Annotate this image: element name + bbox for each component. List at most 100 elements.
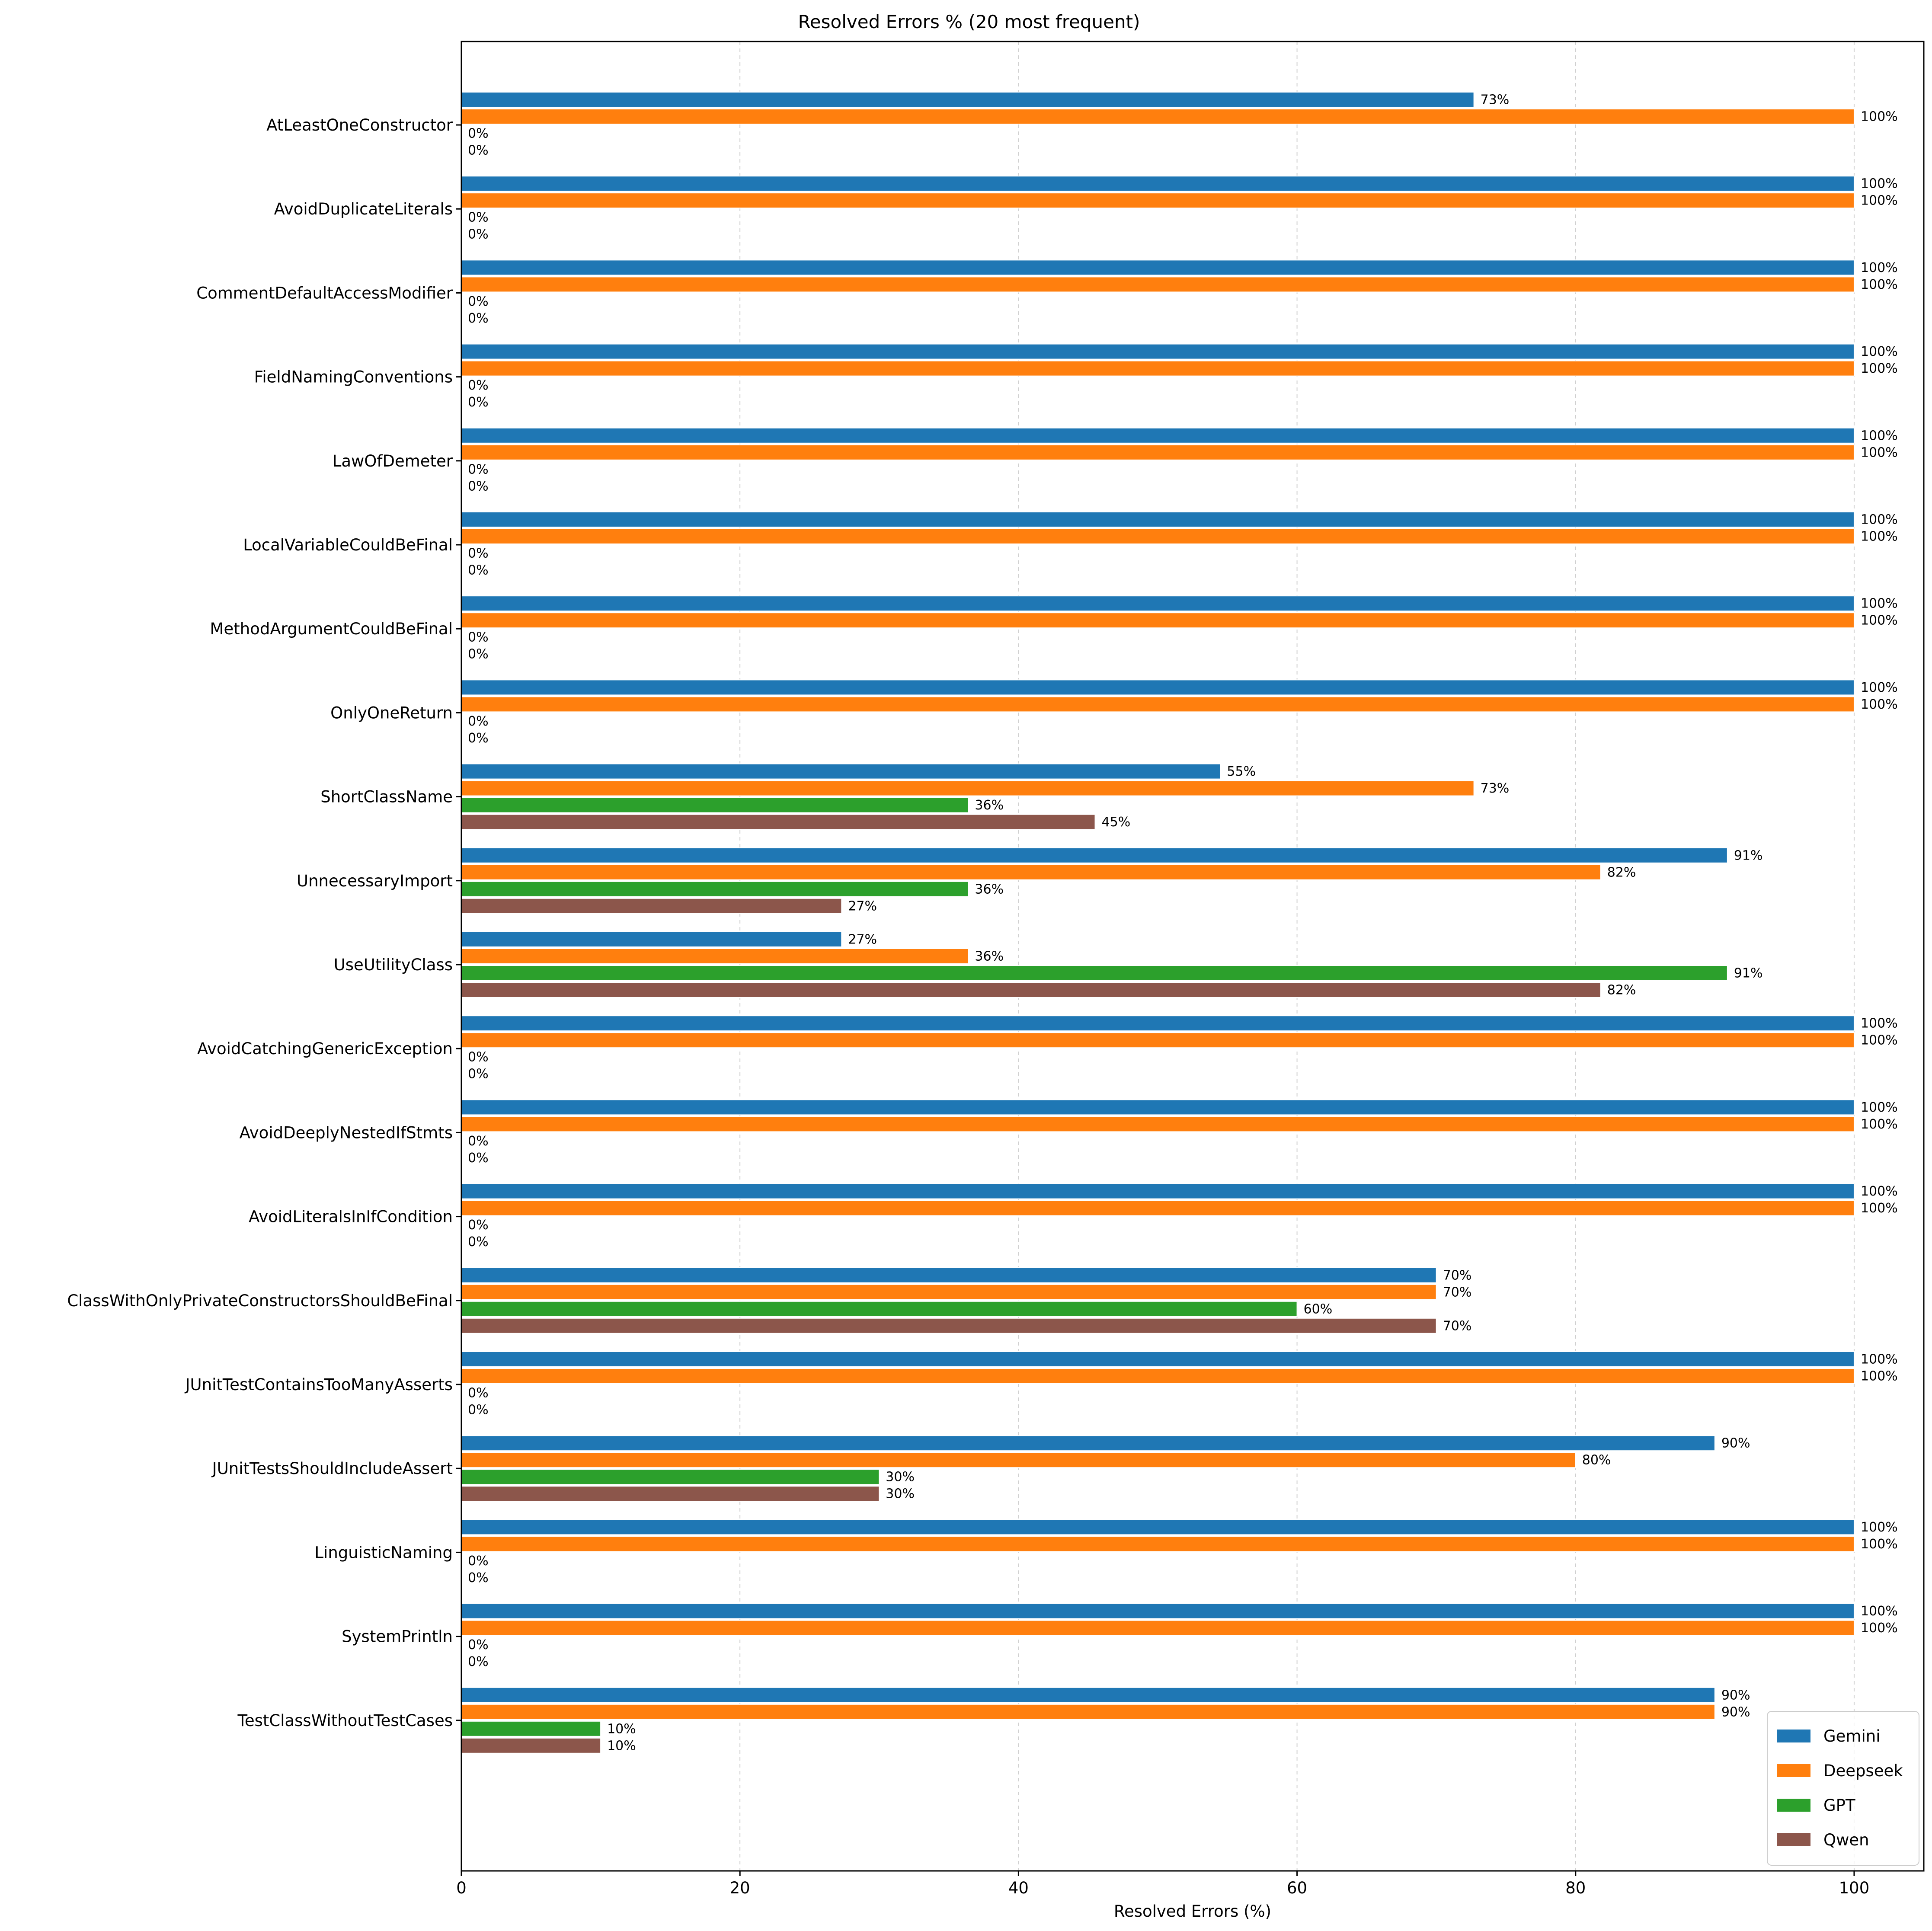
data-label: 0% [468,630,489,645]
bar-deepseek [461,1200,1855,1216]
legend-swatch-deepseek [1777,1764,1810,1777]
data-label: 100% [1861,613,1898,628]
bar-gemini [461,1519,1855,1535]
data-label: 27% [848,898,877,914]
category-label: TestClassWithoutTestCases [237,1711,453,1730]
data-label: 10% [607,1738,636,1753]
data-label: 0% [468,479,489,494]
bar-deepseek [461,1452,1576,1468]
bar-deepseek [461,612,1855,629]
category-label: LinguisticNaming [314,1543,453,1562]
data-label: 0% [468,1637,489,1653]
data-label: 82% [1607,865,1636,880]
data-label: 100% [1861,1604,1898,1619]
data-label: 27% [848,932,877,947]
x-tick-label: 0 [456,1879,467,1897]
data-label: 36% [975,949,1004,964]
bar-gemini [461,1687,1715,1703]
category-label: UseUtilityClass [334,956,453,974]
bar-gemini [461,679,1855,696]
bar-gemini [461,931,842,947]
data-label: 0% [468,563,489,578]
data-label: 10% [607,1721,636,1736]
data-label: 0% [468,731,489,746]
data-label: 100% [1861,176,1898,192]
legend-swatch-qwen [1777,1833,1810,1846]
data-label: 100% [1861,1117,1898,1132]
bar-deepseek [461,444,1855,460]
data-label: 0% [468,647,489,662]
x-tick-label: 20 [730,1879,750,1897]
data-label: 100% [1861,529,1898,544]
bar-qwen [461,1486,880,1502]
data-label: 0% [468,1234,489,1250]
data-label: 100% [1861,512,1898,528]
bar-labels: 73%100%0%0%100%100%0%0%100%100%0%0%100%1… [468,93,1898,1754]
data-label: 0% [468,294,489,309]
category-label: OnlyOneReturn [330,703,453,722]
bar-gemini [461,1603,1855,1619]
bar-qwen [461,1317,1437,1334]
category-label: AvoidDuplicateLiterals [274,200,453,218]
legend-swatch-gpt [1777,1799,1810,1812]
bar-gpt [461,1720,601,1737]
data-label: 100% [1861,109,1898,125]
data-label: 36% [975,798,1004,813]
bar-deepseek [461,528,1855,544]
data-label: 100% [1861,260,1898,275]
bar-deepseek [461,1704,1715,1720]
data-label: 0% [468,1218,489,1233]
data-label: 100% [1861,1520,1898,1535]
bar-qwen [461,1737,601,1754]
bar-gemini [461,1351,1855,1367]
bar-gemini [461,595,1855,612]
data-label: 0% [468,1067,489,1082]
data-label: 0% [468,1403,489,1418]
data-label: 100% [1861,193,1898,208]
data-label: 100% [1861,1621,1898,1636]
data-label: 36% [975,882,1004,897]
legend-swatch-gemini [1777,1730,1810,1742]
legend-label-qwen: Qwen [1823,1831,1869,1849]
data-label: 90% [1721,1704,1750,1720]
data-label: 100% [1861,697,1898,712]
bar-gemini [461,427,1855,444]
bar-gemini [461,512,1855,528]
plot-frame [461,41,1925,1872]
data-label: 0% [468,1570,489,1586]
category-label: ShortClassName [320,788,453,806]
x-tick-label: 80 [1565,1879,1586,1897]
bar-deepseek [461,864,1601,880]
data-label: 100% [1861,1369,1898,1384]
category-label: AvoidLiteralsInIfCondition [249,1208,453,1226]
bar-qwen [461,898,842,914]
x-axis-ticks: 0 20 40 60 80 100 [456,1871,1869,1897]
bar-deepseek [461,360,1855,377]
data-label: 100% [1861,277,1898,292]
x-tick-label: 40 [1008,1879,1029,1897]
bar-gpt [461,1301,1298,1317]
data-label: 100% [1861,361,1898,376]
bar-gemini [461,847,1728,863]
data-label: 100% [1861,1352,1898,1367]
data-label: 0% [468,1050,489,1065]
data-label: 0% [468,1654,489,1669]
bar-gemini [461,763,1221,780]
bar-gpt [461,1469,880,1485]
data-label: 30% [886,1470,915,1485]
bar-gemini [461,1015,1855,1032]
bar-deepseek [461,696,1855,713]
bar-gemini [461,343,1855,360]
category-label: JUnitTestContainsTooManyAsserts [185,1375,453,1394]
bar-gemini [461,259,1855,276]
data-label: 0% [468,546,489,561]
data-label: 0% [468,126,489,141]
y-axis-ticks: AtLeastOneConstructor AvoidDuplicateLiter… [67,116,461,1730]
bar-deepseek [461,1536,1855,1552]
bar-deepseek [461,1032,1855,1049]
bar-deepseek [461,1368,1855,1384]
data-label: 82% [1607,983,1636,998]
data-label: 100% [1861,1201,1898,1216]
data-label: 73% [1481,781,1510,796]
x-tick-label: 60 [1287,1879,1307,1897]
